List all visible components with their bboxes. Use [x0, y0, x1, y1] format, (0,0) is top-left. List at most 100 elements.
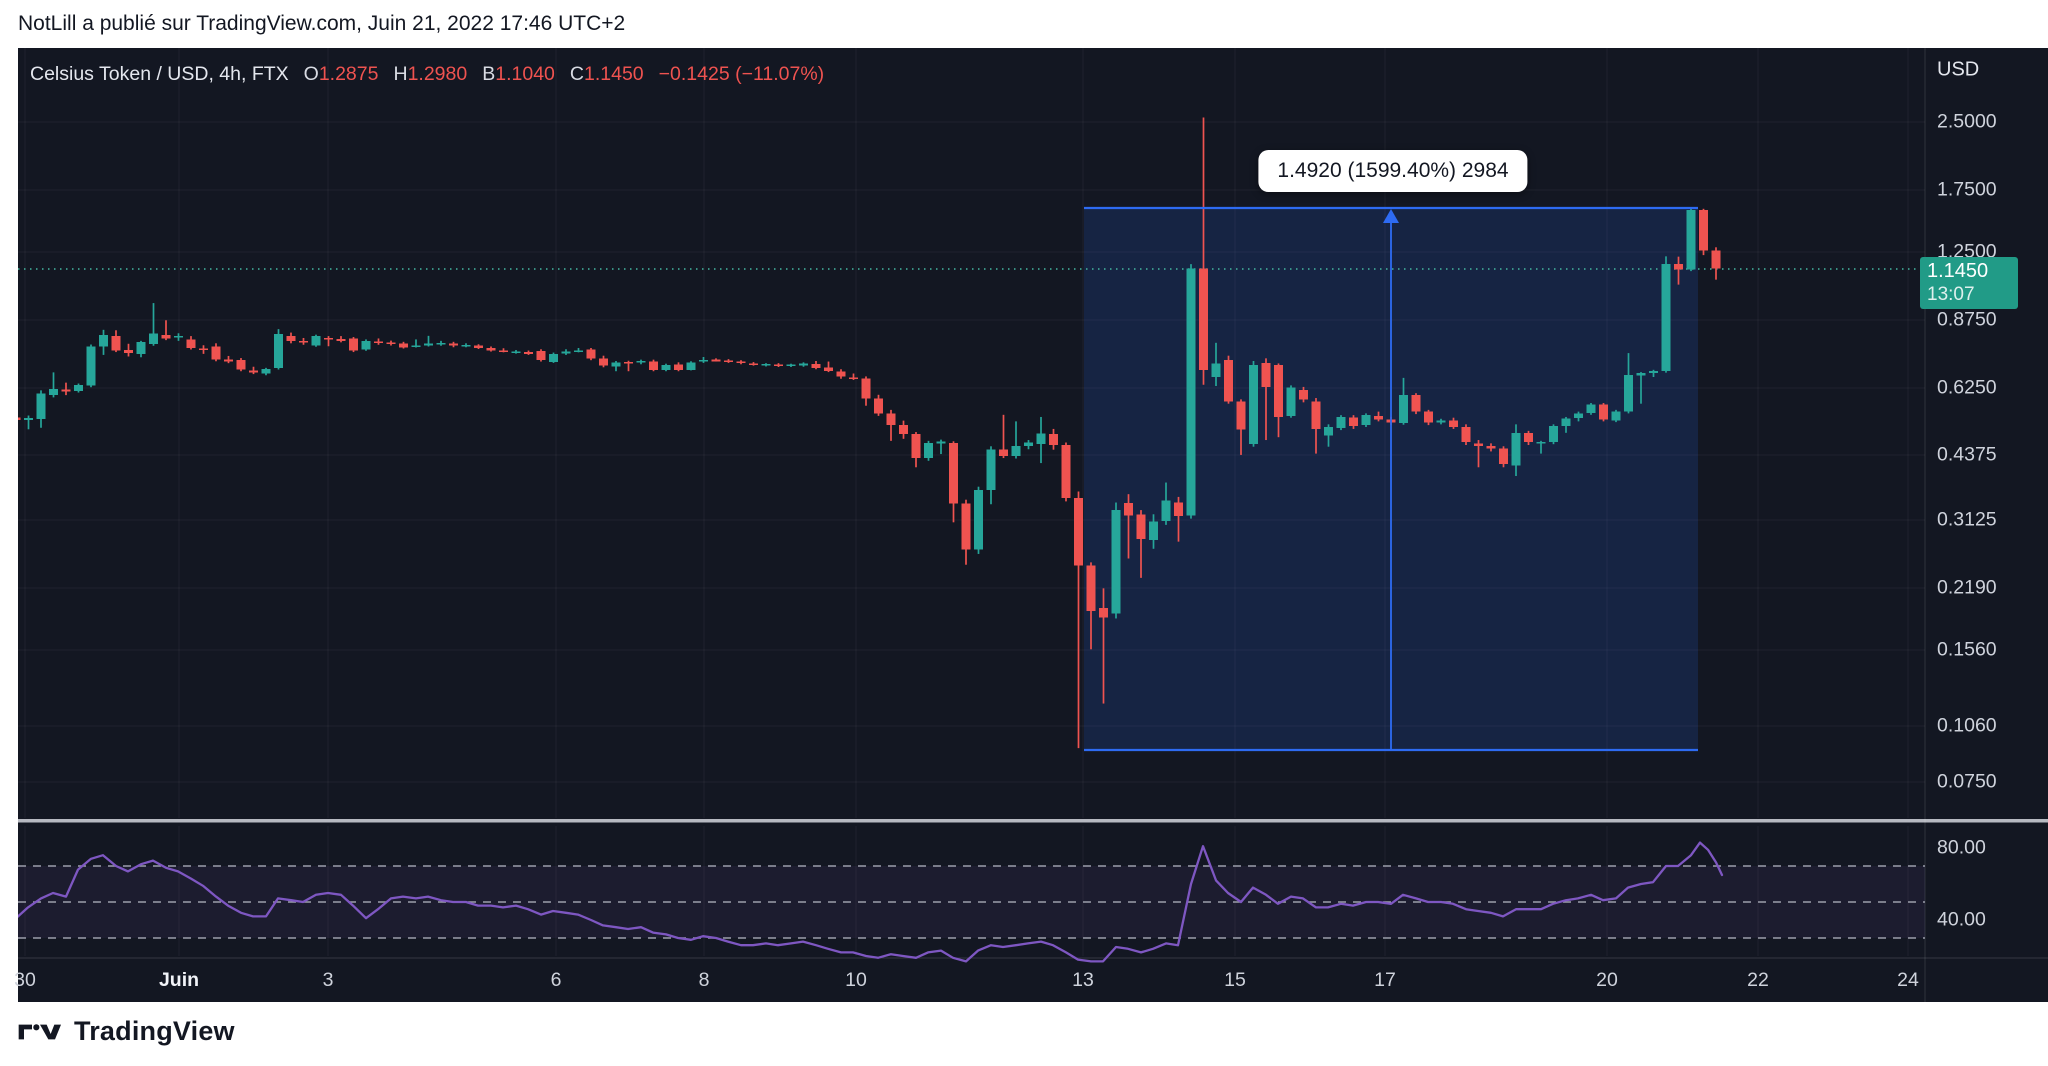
candle-body	[386, 342, 396, 345]
candle-body	[1449, 420, 1458, 428]
candle-body	[899, 425, 908, 435]
candle-body	[874, 398, 883, 414]
open-value: 1.2875	[318, 63, 379, 85]
candle-body	[86, 346, 96, 386]
high-letter: H	[393, 63, 408, 85]
candle-body	[111, 336, 121, 351]
candle-body	[686, 362, 696, 370]
candle-body	[1349, 417, 1358, 426]
candle-body	[1411, 394, 1421, 412]
candle-body	[349, 338, 358, 351]
candle-body	[974, 489, 983, 550]
tradingview-logo-icon[interactable]	[18, 1019, 62, 1045]
candle-body	[1136, 514, 1146, 539]
candle-body	[1661, 264, 1671, 372]
candle-body	[549, 353, 558, 362]
candle-body	[799, 363, 808, 366]
candle-body	[1699, 210, 1708, 251]
candle-body	[986, 449, 996, 490]
footer: TradingView	[18, 1016, 235, 1047]
candle-body	[136, 341, 146, 354]
candle-body	[1249, 365, 1258, 445]
candle-body	[49, 388, 58, 395]
legend-low: B1.1040	[482, 63, 555, 86]
time-axis-label: 20	[1596, 969, 1618, 991]
candle-body	[186, 339, 196, 348]
candle-body	[636, 360, 646, 363]
candle-body	[1336, 416, 1346, 429]
rsi-axis-label: 40.00	[1937, 908, 1986, 931]
time-axis-label: 15	[1224, 969, 1246, 991]
candle-body	[1261, 362, 1271, 387]
candle-body	[586, 349, 596, 359]
candle-body	[1536, 442, 1546, 444]
close-value: 1.1450	[584, 63, 644, 85]
candle-body	[149, 333, 158, 345]
candle-body	[36, 393, 46, 419]
legend-change: −0.1425 (−11.07%)	[658, 63, 825, 85]
candle-body	[1499, 448, 1508, 465]
candle-body	[724, 360, 733, 363]
time-axis-label: 8	[698, 969, 710, 991]
share-header: NotLill a publié sur TradingView.com, Ju…	[18, 12, 626, 35]
candle-body	[1511, 432, 1521, 466]
open-letter: O	[303, 63, 319, 85]
candle-body	[1374, 416, 1383, 420]
candle-body	[1524, 433, 1533, 443]
candle-body	[324, 337, 333, 340]
candle-body	[524, 352, 533, 354]
candle-body	[1561, 418, 1571, 426]
candle-body	[711, 359, 721, 362]
candle-body	[911, 434, 921, 459]
low-value: 1.1040	[495, 63, 555, 85]
time-axis-label: 22	[1747, 969, 1769, 991]
candles	[18, 117, 1721, 749]
chart-background	[18, 48, 2048, 1002]
close-letter: C	[569, 63, 584, 85]
price-axis-label: 2.5000	[1937, 110, 1997, 133]
price-axis-label: 0.8750	[1937, 308, 1997, 331]
legend-open: O1.2875	[304, 63, 379, 86]
candle-body	[1486, 445, 1496, 449]
candle-body	[961, 503, 971, 550]
last-price-value: 1.1450	[1927, 260, 1989, 282]
candle-body	[311, 336, 321, 346]
candle-body	[474, 345, 483, 348]
candle-body	[1024, 442, 1033, 446]
candle-body	[611, 362, 621, 367]
time-axis-label: 6	[550, 969, 562, 991]
candle-body	[199, 348, 208, 350]
candle-body	[24, 418, 33, 420]
candle-body	[174, 336, 183, 338]
candle-body	[1099, 608, 1108, 618]
candle-body	[1624, 374, 1633, 412]
candle-body	[999, 449, 1008, 456]
candle-body	[1124, 503, 1133, 516]
candle-body	[699, 359, 708, 362]
time-axis-label: 10	[845, 969, 867, 991]
time-axis-label: Juin	[158, 969, 200, 991]
candle-body	[336, 338, 346, 341]
candle-body	[1174, 502, 1183, 517]
candle-body	[1211, 363, 1221, 377]
candle-body	[661, 364, 671, 371]
candle-body	[624, 362, 633, 364]
candle-body	[236, 360, 246, 370]
symbol-title[interactable]: Celsius Token / USD, 4h, FTX	[30, 63, 289, 85]
candle-body	[74, 385, 83, 391]
legend-close: C1.1450	[570, 63, 644, 86]
measure-tool-label[interactable]: 1.4920 (1599.40%) 2984	[1258, 150, 1528, 192]
brand-name[interactable]: TradingView	[74, 1016, 235, 1046]
pane-separator[interactable]	[18, 819, 2048, 823]
candle-body	[1049, 434, 1058, 446]
rsi-line	[18, 841, 1724, 963]
candle-body	[1599, 404, 1608, 420]
candle-body	[1586, 404, 1596, 414]
chart-pane[interactable]	[18, 48, 2048, 1002]
candle-body	[211, 346, 221, 360]
candle-body	[1436, 420, 1446, 423]
candle-body	[261, 368, 271, 374]
price-axis-label: 0.0750	[1937, 770, 1997, 793]
candle-body	[561, 351, 571, 354]
